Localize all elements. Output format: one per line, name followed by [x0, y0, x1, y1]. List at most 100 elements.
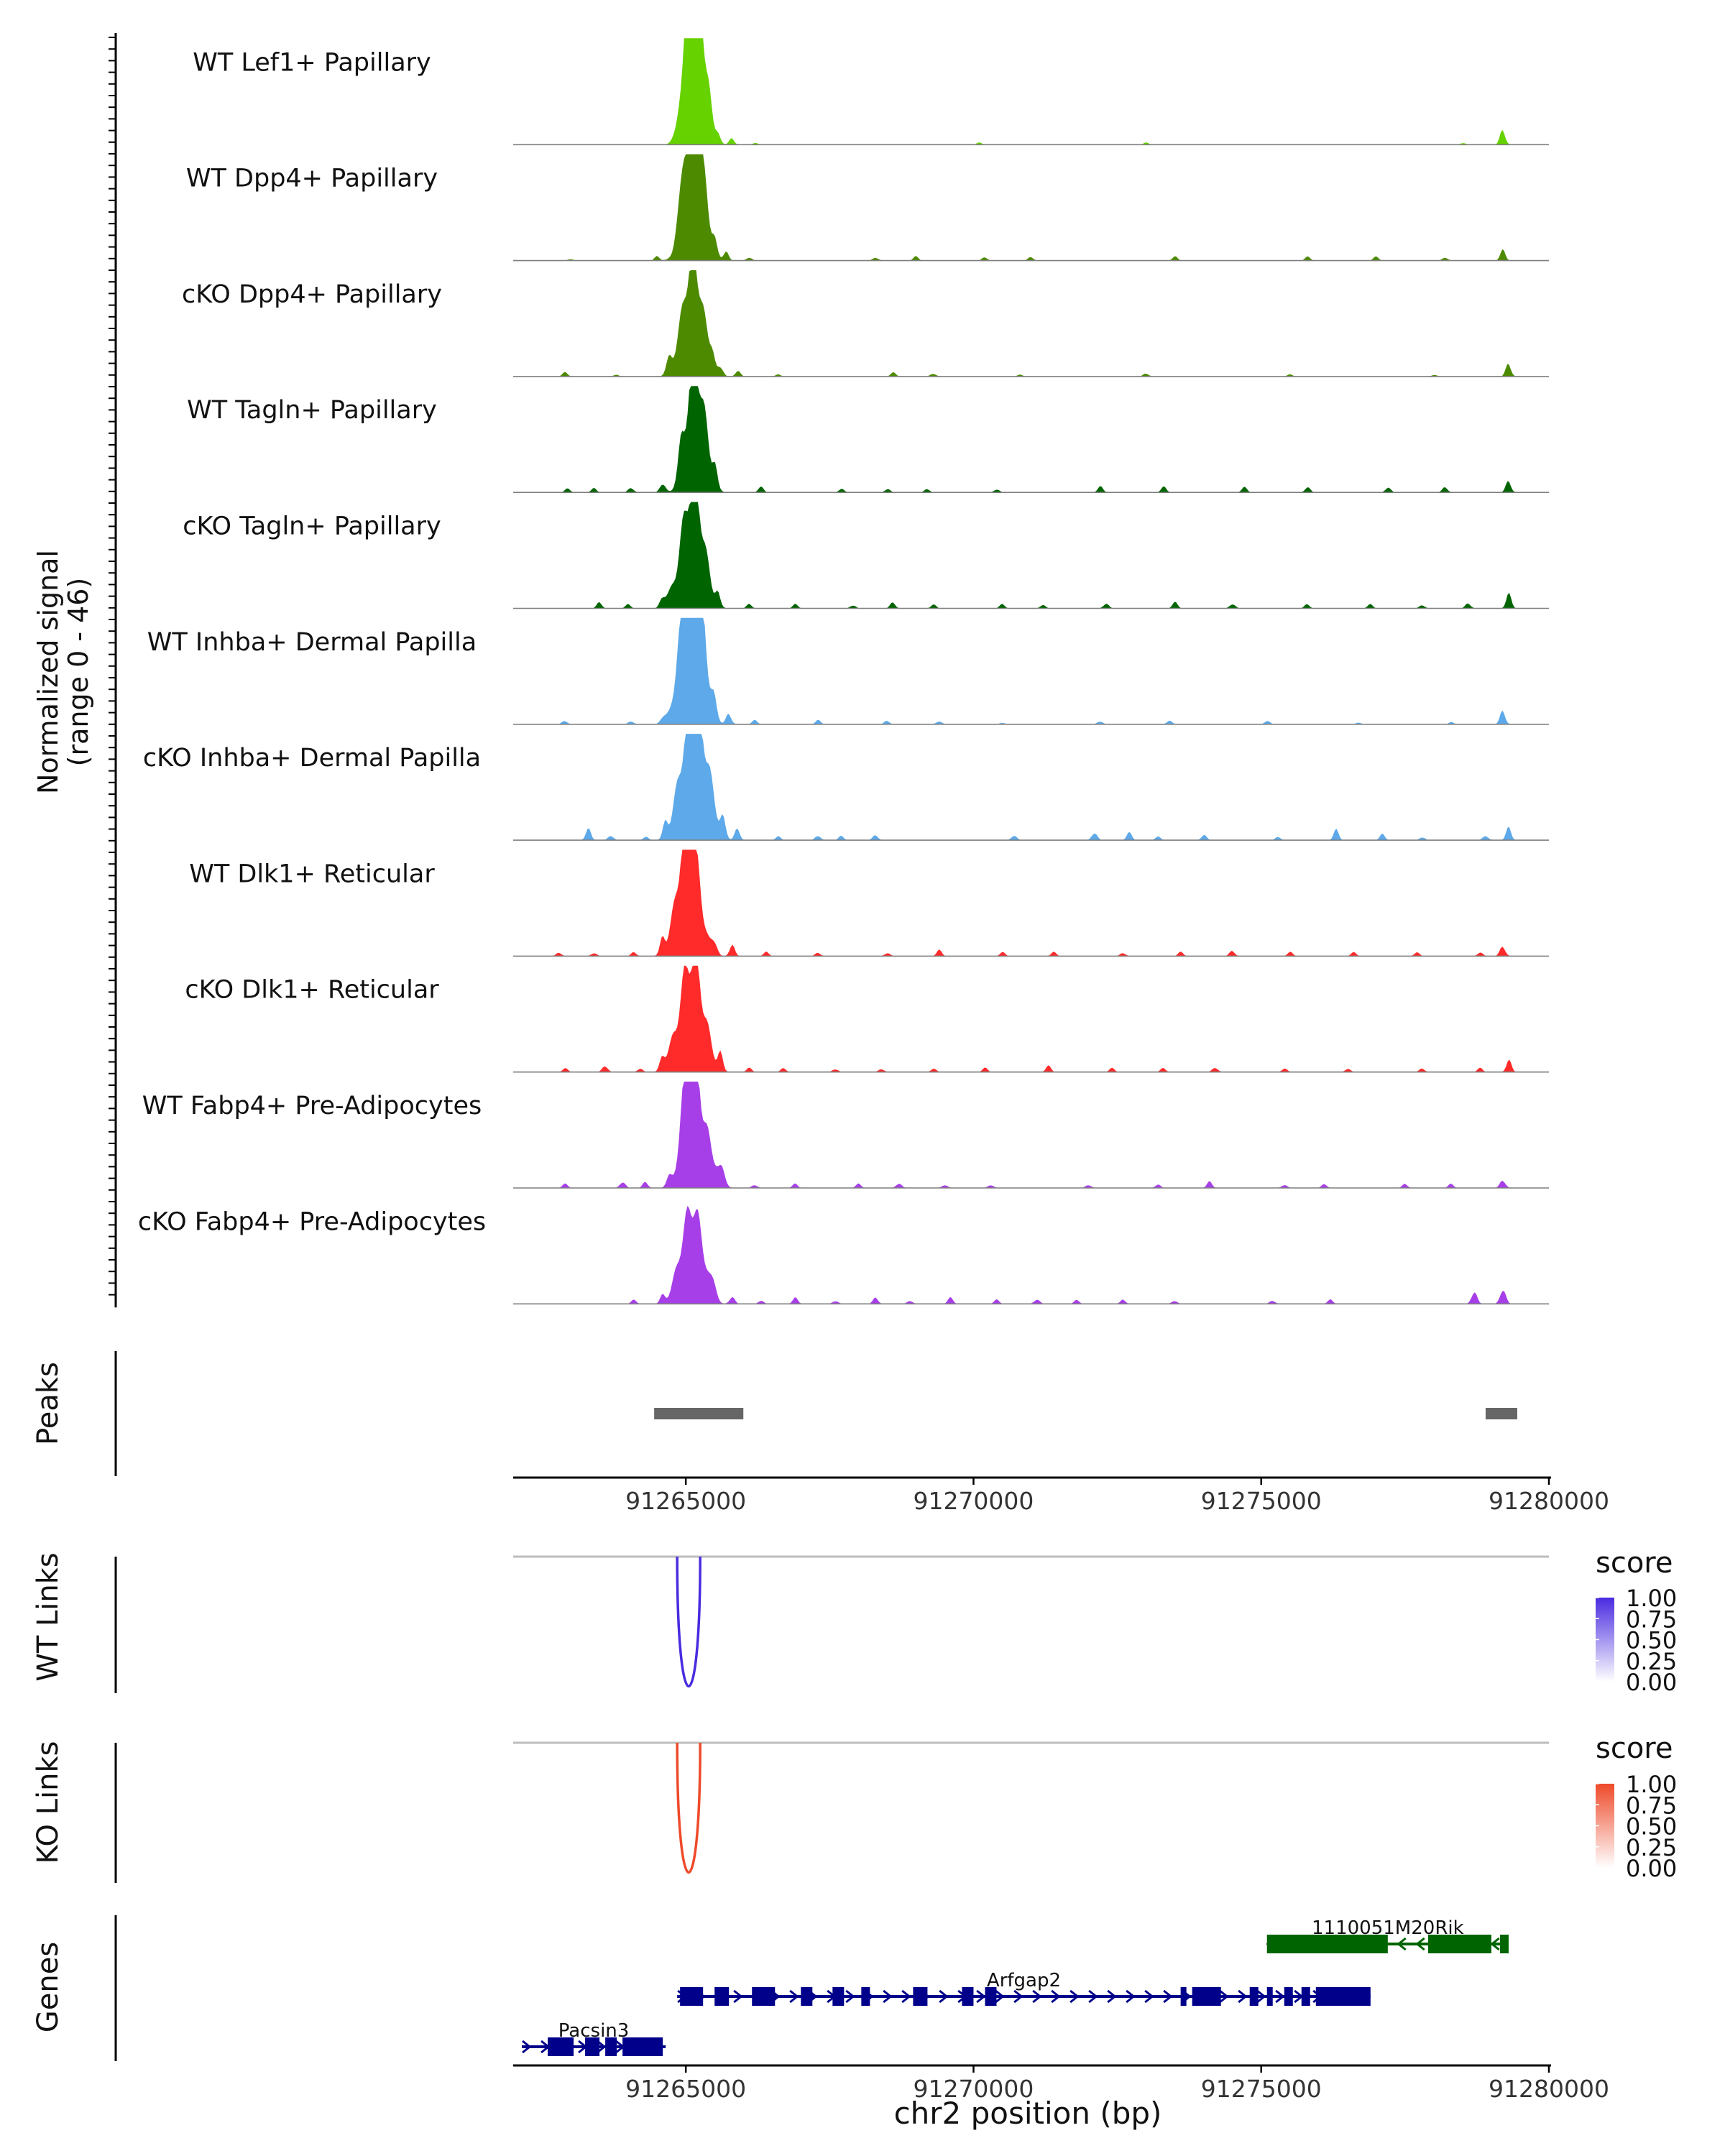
x-axis-title: chr2 position (bp) — [894, 2096, 1162, 2131]
coverage-area-9 — [513, 965, 1549, 1072]
legend-tick-label-2-1: 1.00 — [1626, 1771, 1677, 1798]
gene-exon-2-8 — [962, 1987, 974, 2006]
coverage-track-label-1: WT Lef1+ Papillary — [193, 48, 431, 77]
peaks-x-tick-label-1: 91265000 — [625, 1487, 746, 1515]
coverage-track-label-5: cKO Tagln+ Papillary — [183, 512, 441, 541]
gene-strand-chevron-2-20 — [1032, 1989, 1042, 2004]
ko-links-track-label: KO Links — [32, 1741, 65, 1864]
gene-label-2: Arfgap2 — [987, 1970, 1061, 1991]
peaks-x-tick-label-4: 91280000 — [1489, 1487, 1609, 1515]
gene-exon-2-9 — [985, 1987, 997, 2006]
coverage-area-5 — [513, 502, 1549, 609]
gene-strand-chevron-2-10 — [845, 1989, 855, 2004]
gene-strand-chevron-2-23 — [1088, 1989, 1098, 2004]
peak-region-1 — [654, 1408, 744, 1419]
peak-region-2 — [1485, 1408, 1517, 1419]
gene-exon-2-11 — [1192, 1987, 1221, 2006]
coverage-track-label-10: WT Fabp4+ Pre-Adipocytes — [142, 1092, 482, 1120]
coverage-area-6 — [513, 617, 1549, 724]
gene-exon-2-7 — [913, 1987, 928, 2006]
gene-exon-3-1 — [548, 2037, 574, 2056]
gene-strand-chevron-2-27 — [1163, 1989, 1173, 2004]
legend-tick-label-1-2: 0.75 — [1626, 1606, 1677, 1633]
peaks-x-tick-label-3: 91275000 — [1201, 1487, 1322, 1515]
genes-x-axis: 91265000 91270000 91275000 91280000 — [513, 2064, 1609, 2103]
gene-strand-chevron-2-33 — [1275, 1989, 1285, 2004]
peaks-panel — [114, 1351, 1517, 1476]
gene-strand-chevron-2-17 — [976, 1989, 986, 2004]
coverage-track-label-11: cKO Fabp4+ Pre-Adipocytes — [138, 1207, 486, 1236]
coverage-area-4 — [513, 386, 1549, 493]
coverage-track-label-6: WT Inhba+ Dermal Papilla — [147, 628, 477, 657]
gene-strand-chevron-1-9 — [1415, 1937, 1425, 1951]
coverage-area-3 — [513, 270, 1549, 377]
gene-label-3: Pacsin3 — [558, 2020, 630, 2042]
gene-strand-chevron-2-24 — [1107, 1989, 1117, 2004]
gene-strand-chevron-1-13 — [1490, 1937, 1500, 1951]
coverage-track-label-2: WT Dpp4+ Papillary — [186, 165, 438, 193]
gene-exon-2-4 — [801, 1987, 813, 2006]
gene-exon-2-16 — [1315, 1987, 1371, 2006]
gene-exon-1-3 — [1499, 1935, 1509, 1953]
gene-exon-2-1 — [680, 1987, 704, 2006]
gene-strand-chevron-2-13 — [901, 1989, 911, 2004]
coverage-track-label-8: WT Dlk1+ Reticular — [189, 860, 435, 888]
gene-strand-chevron-2-32 — [1256, 1989, 1266, 2004]
gene-exon-2-5 — [832, 1987, 845, 2006]
gene-strand-chevron-2-25 — [1126, 1989, 1136, 2004]
coverage-area-7 — [513, 734, 1549, 841]
gene-strand-chevron-2-12 — [883, 1989, 893, 2004]
wt-links-track-label: WT Links — [32, 1552, 65, 1681]
gene-strand-chevron-2-7 — [789, 1989, 799, 2004]
gene-exon-2-3 — [752, 1987, 776, 2006]
coverage-area-11 — [513, 1205, 1549, 1304]
gene-strand-chevron-2-18 — [995, 1989, 1005, 2004]
genes-x-tick-label-4: 91280000 — [1489, 2075, 1609, 2103]
coverage-area-1 — [513, 38, 1549, 145]
coverage-panel: WT Lef1+ Papillary WT Dpp4+ Papillary cKO … — [109, 33, 1549, 1308]
gene-exon-2-14 — [1284, 1987, 1293, 2006]
genes-x-tick-label-1: 91265000 — [625, 2075, 746, 2103]
wt-links-legend-title: score — [1596, 1547, 1673, 1580]
links-legends: 1.000.750.500.250.001.000.750.500.250.00 — [1596, 1585, 1677, 1882]
gene-exon-2-10 — [1180, 1987, 1187, 2006]
genes-x-tick-label-3: 91275000 — [1201, 2075, 1322, 2103]
gene-exon-3-2 — [585, 2037, 600, 2056]
gene-strand-chevron-3-5 — [597, 2040, 607, 2054]
coverage-area-8 — [513, 849, 1549, 957]
coverage-ylabel-line1: Normalized signal — [32, 550, 64, 794]
coverage-track-label-3: cKO Dpp4+ Papillary — [182, 280, 442, 309]
gene-exon-2-12 — [1249, 1987, 1259, 2006]
links-panel — [114, 1555, 1549, 1883]
gene-strand-chevron-2-15 — [939, 1989, 949, 2004]
legend-tick-label-2-2: 0.75 — [1626, 1792, 1677, 1819]
peaks-track-label: Peaks — [32, 1362, 65, 1445]
coverage-area-10 — [513, 1082, 1549, 1188]
gene-strand-chevron-2-21 — [1051, 1989, 1061, 2004]
link-arc-1-1 — [676, 1556, 702, 1687]
legend-tick-label-1-3: 0.50 — [1626, 1627, 1677, 1654]
legend-tick-label-2-3: 0.50 — [1626, 1813, 1677, 1841]
gene-strand-chevron-1-8 — [1397, 1937, 1407, 1951]
gene-exon-2-6 — [861, 1987, 870, 2006]
ko-links-legend-title: score — [1596, 1732, 1673, 1765]
legend-tick-label-2-4: 0.25 — [1626, 1834, 1677, 1861]
gene-strand-chevron-2-31 — [1238, 1989, 1248, 2004]
gene-strand-chevron-2-26 — [1144, 1989, 1154, 2004]
genes-panel: 1110051M20Rik Arfgap2 Pacsin3 — [114, 1915, 1509, 2061]
genes-track-label: Genes — [32, 1942, 65, 2032]
gene-strand-chevron-2-4 — [733, 1989, 743, 2004]
coverage-track-label-4: WT Tagln+ Papillary — [187, 396, 437, 425]
gene-strand-chevron-3-1 — [522, 2040, 532, 2054]
peaks-x-axis: 91265000 91270000 91275000 91280000 — [513, 1476, 1609, 1515]
gene-exon-3-3 — [605, 2037, 617, 2056]
legend-tick-label-1-5: 0.00 — [1626, 1669, 1677, 1696]
legend-tick-label-1-1: 1.00 — [1626, 1585, 1677, 1612]
legend-tick-label-1-4: 0.25 — [1626, 1648, 1677, 1675]
gene-exon-3-4 — [622, 2037, 663, 2056]
gene-exon-2-13 — [1266, 1987, 1273, 2006]
peaks-x-tick-label-2: 91270000 — [913, 1487, 1034, 1515]
coverage-track-label-7: cKO Inhba+ Dermal Papilla — [143, 744, 481, 773]
genes-x-tick-label-2: 91270000 — [913, 2075, 1034, 2103]
